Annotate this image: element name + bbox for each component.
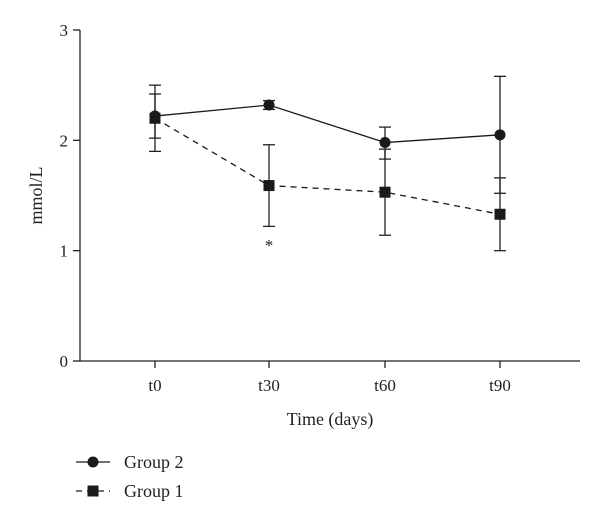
x-tick-label: t30 (258, 376, 280, 395)
plot-area: * (149, 75, 506, 255)
y-tick-label: 1 (60, 242, 69, 261)
legend-item: Group 2 (76, 452, 184, 472)
y-tick-label: 0 (60, 352, 69, 371)
axes: 0 1 2 3 t0 t30 t60 t90 Time (days) mmol/L (26, 21, 580, 430)
data-point (149, 112, 161, 124)
data-point (494, 129, 506, 141)
x-tick-label: t0 (148, 376, 161, 395)
data-point (379, 137, 391, 149)
series-line (154, 117, 501, 215)
series-group-2 (149, 75, 506, 194)
legend-marker (87, 456, 99, 468)
legend-label: Group 1 (124, 481, 184, 501)
series-group-1 (149, 84, 506, 252)
series-line (154, 104, 501, 144)
legend-label: Group 2 (124, 452, 184, 472)
y-tick-label: 2 (60, 131, 69, 150)
legend: Group 2 Group 1 (76, 452, 184, 501)
significance-marker: * (265, 236, 274, 255)
x-axis-title: Time (days) (287, 409, 374, 430)
y-axis-title: mmol/L (26, 167, 46, 225)
legend-item: Group 1 (76, 481, 184, 501)
data-point (263, 180, 275, 192)
y-tick-label: 3 (60, 21, 69, 40)
legend-marker (87, 485, 99, 497)
data-point (263, 99, 275, 111)
x-tick-label: t90 (489, 376, 511, 395)
x-tick-label: t60 (374, 376, 396, 395)
data-point (494, 208, 506, 220)
data-point (379, 186, 391, 198)
